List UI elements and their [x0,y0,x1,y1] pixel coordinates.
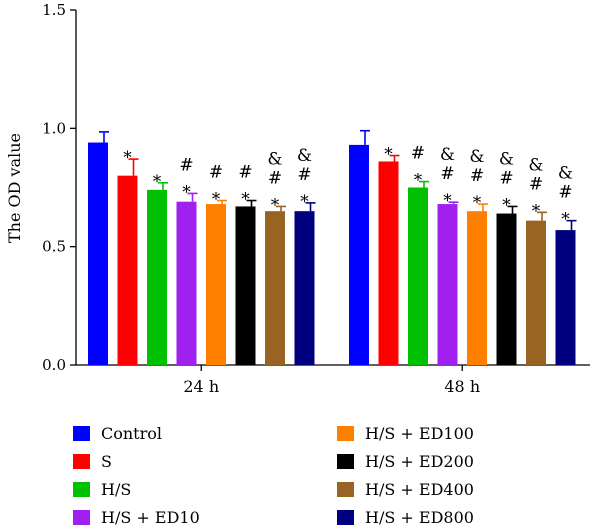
y-tick-label: 1.5 [42,1,66,19]
legend-label: H/S [101,480,131,499]
y-tick-label: 0.0 [42,356,66,374]
legend-swatch [337,426,354,441]
significance-mark: * [182,182,191,202]
significance-mark: & [558,164,573,184]
significance-mark: * [123,148,132,168]
significance-mark: & [297,146,312,166]
significance-mark: # [529,174,543,194]
significance-mark: & [440,145,455,165]
significance-mark: # [470,166,484,186]
x-tick-label: 48 h [444,377,480,396]
legend-label: H/S + ED100 [365,424,474,443]
bar [526,220,546,365]
significance-mark: # [558,183,572,203]
y-axis: 0.0 0.5 1.0 1.5 [42,1,77,374]
significance-mark: # [297,165,311,185]
legend-label: S [101,452,112,471]
bar [437,204,458,365]
legend-label: H/S + ED200 [365,452,474,471]
significance-mark: # [209,163,223,183]
y-axis-title: The OD value [5,133,24,243]
legend-label: H/S + ED800 [365,508,474,525]
legend-swatch [337,482,354,497]
bar [117,175,138,365]
x-tick-label: 24 h [183,377,219,396]
significance-mark: * [153,172,162,192]
significance-mark: # [440,164,454,184]
legend-swatch [73,454,90,469]
significance-mark: # [238,163,252,183]
legend-swatch [337,510,354,525]
legend: Control S H/S H/S + ED10 H/S + ED100 H/S + ED… [73,424,474,527]
significance-mark: * [241,190,250,210]
significance-mark: * [473,193,482,213]
y-tick-label: 0.5 [42,238,66,256]
bar [206,204,226,365]
significance-mark: & [499,149,514,169]
bar [235,206,256,365]
x-axis: 24 h 48 h [76,364,590,396]
legend-swatch [337,454,354,469]
significance-mark: # [499,168,513,188]
significance-mark: * [384,145,393,165]
legend-label: H/S + ED400 [365,480,474,499]
significance-mark: * [212,190,221,210]
significance-mark: & [267,149,282,169]
legend-swatch [73,482,90,497]
bar [555,230,576,365]
y-tick-label: 1.0 [42,119,66,137]
significance-mark: * [532,201,541,221]
significance-mark: # [179,155,193,175]
bars: ***#*#*#*#&*#& **#*#&*#&*#&*#&*#& [88,129,577,365]
bar [294,211,315,365]
bar [176,201,197,365]
bar [349,144,369,365]
significance-mark: * [300,192,309,212]
significance-mark: * [561,210,570,230]
legend-label: Control [101,424,162,443]
bar [147,189,167,365]
significance-mark: * [414,171,423,191]
legend-swatch [73,510,90,525]
bar [467,211,487,365]
bar [265,211,285,365]
significance-mark: * [271,195,280,215]
significance-mark: & [528,155,543,175]
bar [408,187,428,365]
bar [378,161,399,365]
significance-mark: # [268,168,282,188]
significance-mark: & [469,147,484,167]
significance-mark: * [502,195,511,215]
legend-label: H/S + ED10 [101,508,200,525]
significance-mark: * [443,191,452,211]
significance-mark: # [411,144,425,164]
bar [88,142,108,365]
bar [496,213,517,365]
legend-swatch [73,426,90,441]
